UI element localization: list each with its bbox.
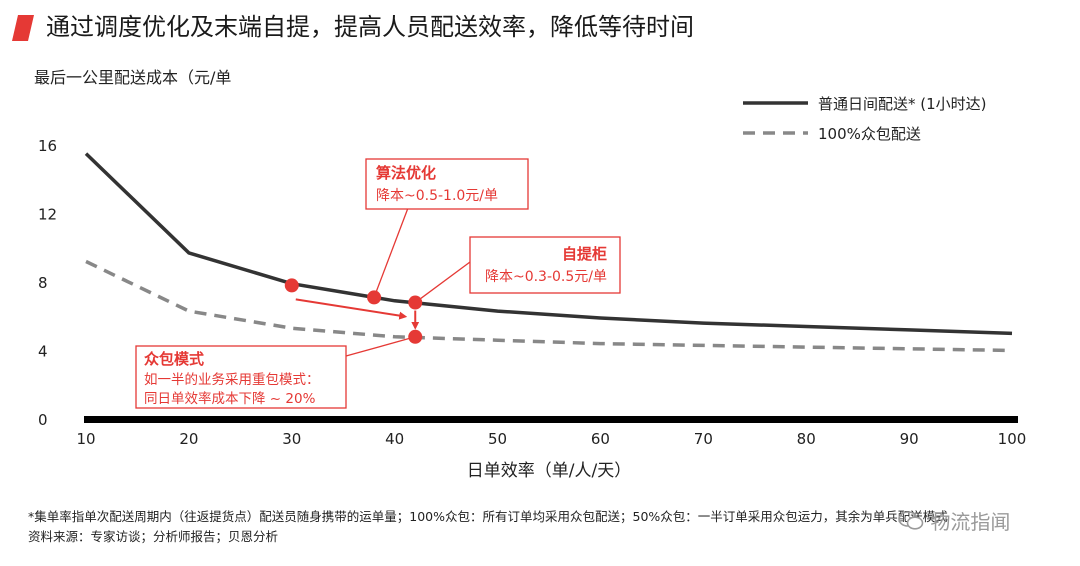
y-tick-label: 0 — [38, 411, 48, 429]
efficiency-arrow — [295, 298, 408, 320]
annotation-title: 自提柜 — [562, 245, 607, 263]
annotation-title: 众包模式 — [144, 350, 204, 368]
y-tick-label: 12 — [38, 206, 57, 224]
annotation-box — [469, 236, 621, 294]
legend-label: 普通日间配送* (1小时达) — [818, 95, 987, 113]
x-axis-label: 日单效率（单/人/天） — [467, 461, 631, 481]
annotation-text: 降本~0.3-0.5元/单 — [485, 269, 607, 285]
annotation-connector — [345, 336, 416, 357]
y-axis-label: 最后一公里配送成本（元/单 — [34, 68, 231, 87]
title-bar: 通过调度优化及末端自提，提高人员配送效率，降低等待时间 — [12, 10, 1072, 44]
wechat-icon — [898, 510, 924, 530]
x-tick-label: 10 — [76, 430, 95, 448]
x-tick-label: 80 — [797, 430, 816, 448]
annotation-box — [365, 158, 529, 210]
annotation-title: 算法优化 — [376, 164, 436, 182]
footnote-definition: *集单率指单次配送周期内（往返提货点）配送员随身携带的运单量；100%众包：所有… — [28, 509, 948, 524]
watermark: 物流指闻 — [898, 506, 1010, 535]
annotation-text: 如一半的业务采用重包模式： — [144, 372, 320, 388]
page-title: 通过调度优化及末端自提，提高人员配送效率，降低等待时间 — [46, 13, 694, 41]
data-marker — [284, 278, 299, 293]
x-tick-label: 30 — [282, 430, 301, 448]
data-marker — [367, 290, 382, 305]
x-axis-line — [84, 416, 1018, 423]
x-tick-label: 50 — [488, 430, 507, 448]
y-tick-label: 8 — [38, 274, 48, 292]
y-tick-label: 16 — [38, 137, 57, 155]
data-marker — [408, 295, 423, 310]
watermark-text: 物流指闻 — [930, 510, 1011, 534]
y-tick-label: 4 — [38, 343, 48, 361]
annotation-text: 降本~0.5-1.0元/单 — [376, 188, 498, 204]
x-tick-label: 40 — [385, 430, 404, 448]
annotation-connector — [373, 207, 409, 298]
cost-efficiency-chart: 最后一公里配送成本（元/单 0 4 8 12 16 10 20 30 40 50 60 70 80 90 10… — [34, 68, 1027, 481]
title-marker-icon — [12, 15, 34, 41]
legend-label: 100%众包配送 — [818, 125, 921, 143]
x-tick-label: 70 — [694, 430, 713, 448]
x-tick-label: 100 — [998, 430, 1027, 448]
x-tick-label: 90 — [900, 430, 919, 448]
annotation-text: 同日单效率成本下降 ~ 20% — [144, 390, 316, 407]
x-tick-label: 20 — [179, 430, 198, 448]
footnote-source: 资料来源：专家访谈；分析师报告；贝恩分析 — [28, 529, 279, 544]
series-line-crowdsource — [85, 259, 1013, 353]
x-tick-label: 60 — [591, 430, 610, 448]
annotation-box — [135, 345, 347, 409]
annotation-connector — [414, 261, 471, 304]
series-line-standard — [84, 152, 1013, 336]
data-marker — [408, 329, 423, 344]
